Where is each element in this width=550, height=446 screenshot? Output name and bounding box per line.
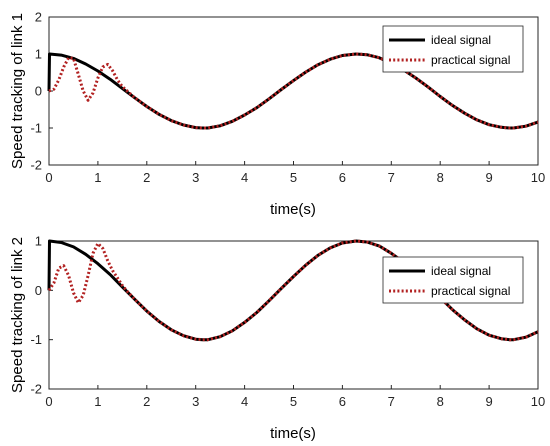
x-tick-label: 2 — [143, 394, 150, 409]
y-tick-label: -2 — [30, 158, 42, 173]
x-tick-label: 2 — [143, 170, 150, 185]
x-tick-label: 1 — [94, 170, 101, 185]
x-tick-label: 4 — [241, 170, 248, 185]
y-tick-label: 0 — [35, 84, 42, 99]
x-tick-label: 4 — [241, 394, 248, 409]
legend-label-ideal-signal: ideal signal — [431, 264, 491, 278]
x-tick-label: 8 — [437, 394, 444, 409]
y-tick-label: -1 — [30, 121, 42, 136]
y-tick-label: 0 — [35, 283, 42, 298]
x-tick-label: 0 — [45, 170, 52, 185]
legend-label-practical-signal: practical signal — [431, 284, 510, 298]
chart-panel-link-2: 0 1 2 3 4 5 6 7 8 9 10 -2 -1 0 1 time(s) Speed tracki… — [9, 234, 545, 443]
legend-box — [382, 25, 524, 73]
y-axis-label: Speed tracking of link 1 — [9, 13, 26, 169]
legend-label-ideal-signal: ideal signal — [431, 33, 491, 47]
legend: ideal signal practical signal — [382, 25, 524, 73]
data-lines — [47, 239, 539, 342]
x-tick-label: 9 — [485, 394, 492, 409]
x-tick-label: 5 — [290, 170, 297, 185]
y-tick-label: 1 — [35, 47, 42, 62]
series-line-practical-signal — [47, 239, 539, 342]
legend-label-practical-signal: practical signal — [431, 53, 510, 67]
y-axis-label: Speed tracking of link 2 — [9, 237, 26, 393]
data-lines — [47, 52, 539, 130]
y-tick-label: -1 — [30, 332, 42, 347]
chart-panel-link-1: 0 1 2 3 4 5 6 7 8 9 10 -2 -1 0 1 2 time(s) Speed track… — [9, 10, 545, 219]
x-tick-label: 3 — [192, 170, 199, 185]
y-tick-label: 1 — [35, 234, 42, 249]
x-tick-label: 9 — [485, 170, 492, 185]
series-line-practical-signal — [48, 52, 539, 130]
x-tick-label: 3 — [192, 394, 199, 409]
x-axis-label: time(s) — [270, 201, 316, 218]
x-tick-label: 1 — [94, 394, 101, 409]
x-tick-label: 7 — [388, 170, 395, 185]
x-tick-label: 6 — [339, 170, 346, 185]
x-tick-label: 5 — [290, 394, 297, 409]
y-tick-label: -2 — [30, 382, 42, 397]
legend: ideal signal practical signal — [382, 256, 524, 304]
x-axis-label: time(s) — [270, 425, 316, 442]
x-tick-label: 10 — [531, 394, 545, 409]
x-tick-label: 7 — [388, 394, 395, 409]
x-tick-label: 0 — [45, 394, 52, 409]
y-tick-label: 2 — [35, 10, 42, 25]
x-tick-label: 10 — [531, 170, 545, 185]
x-axis-ticks: 0 1 2 3 4 5 6 7 8 9 10 — [45, 161, 545, 185]
legend-box — [382, 256, 524, 304]
x-axis-ticks: 0 1 2 3 4 5 6 7 8 9 10 — [45, 385, 545, 409]
x-tick-label: 6 — [339, 394, 346, 409]
x-tick-label: 8 — [437, 170, 444, 185]
